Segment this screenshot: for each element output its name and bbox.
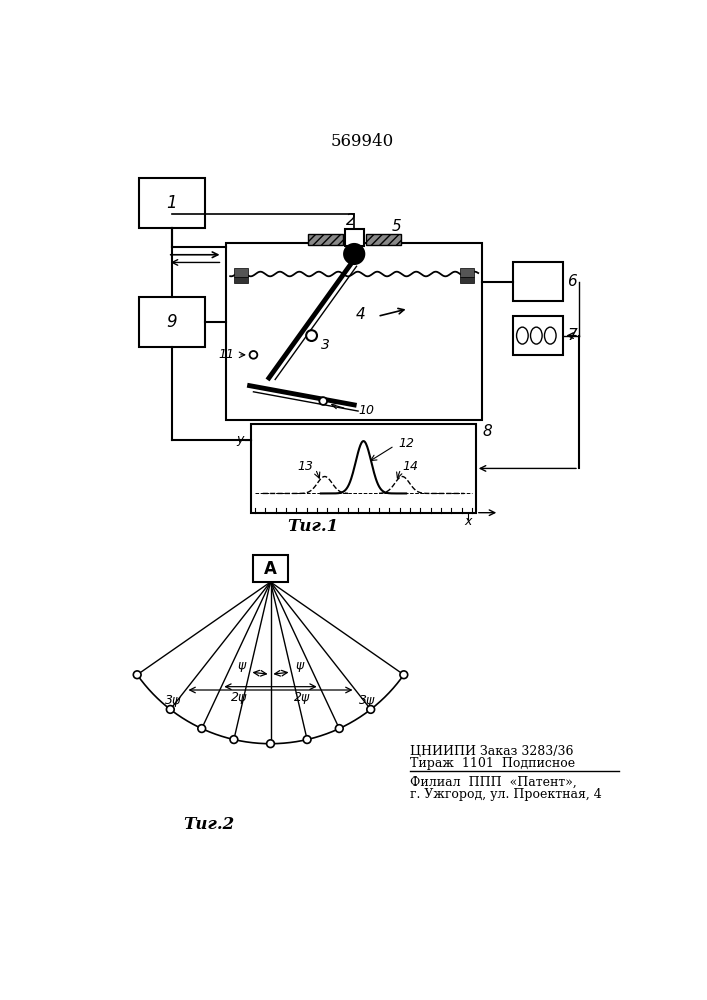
Text: 3: 3 [321, 338, 329, 352]
Text: 3ψ: 3ψ [165, 694, 182, 707]
Circle shape [367, 706, 375, 713]
Bar [513, 316, 563, 355]
Text: ЦНИИПИ Заказ 3283/36: ЦНИИПИ Заказ 3283/36 [410, 745, 573, 758]
Circle shape [198, 725, 206, 732]
Circle shape [400, 671, 408, 679]
Bar [513, 262, 563, 301]
Bar [345, 229, 364, 246]
Bar [460, 268, 474, 277]
Text: Филиал  ППП  «Патент»,: Филиал ППП «Патент», [410, 776, 577, 789]
Text: y: y [236, 433, 243, 446]
Text: г. Ужгород, ул. Проектная, 4: г. Ужгород, ул. Проектная, 4 [410, 788, 602, 801]
Bar [234, 277, 248, 283]
Text: 11: 11 [218, 348, 234, 361]
Circle shape [320, 397, 327, 405]
Text: A: A [264, 560, 277, 578]
Circle shape [166, 706, 174, 713]
Bar [253, 555, 288, 582]
Text: 2ψ: 2ψ [231, 691, 247, 704]
Circle shape [303, 736, 311, 743]
Text: 2ψ: 2ψ [293, 691, 310, 704]
Circle shape [344, 244, 364, 264]
Text: 4: 4 [356, 307, 366, 322]
Bar [460, 277, 474, 283]
Text: x: x [464, 515, 472, 528]
Bar [366, 234, 401, 245]
Text: 13: 13 [297, 460, 313, 473]
Bar [226, 243, 482, 420]
Text: Τиг.1: Τиг.1 [288, 518, 339, 535]
Text: ψ: ψ [296, 659, 303, 672]
Bar [139, 178, 204, 228]
Text: 9: 9 [166, 313, 177, 331]
Circle shape [250, 351, 257, 359]
Text: Τиг.2: Τиг.2 [183, 816, 234, 833]
Circle shape [335, 725, 343, 732]
Bar [234, 268, 248, 277]
Bar [139, 297, 204, 347]
Text: 569940: 569940 [330, 133, 394, 150]
Circle shape [306, 330, 317, 341]
Text: 6: 6 [567, 274, 577, 289]
Text: 14: 14 [402, 460, 419, 473]
Circle shape [134, 671, 141, 679]
Text: 8: 8 [482, 424, 492, 439]
Text: 2: 2 [346, 213, 355, 228]
Text: 3ψ: 3ψ [359, 694, 375, 707]
Text: 10: 10 [358, 404, 374, 417]
Text: 12: 12 [398, 437, 414, 450]
Text: 7: 7 [567, 328, 577, 343]
Text: Тираж  1101  Подписное: Тираж 1101 Подписное [410, 757, 575, 770]
Text: ψ: ψ [238, 659, 246, 672]
Text: 5: 5 [392, 219, 402, 234]
Circle shape [230, 736, 238, 743]
Bar [308, 234, 343, 245]
Bar [251, 424, 476, 513]
Text: 1: 1 [166, 194, 177, 212]
Circle shape [267, 740, 274, 748]
